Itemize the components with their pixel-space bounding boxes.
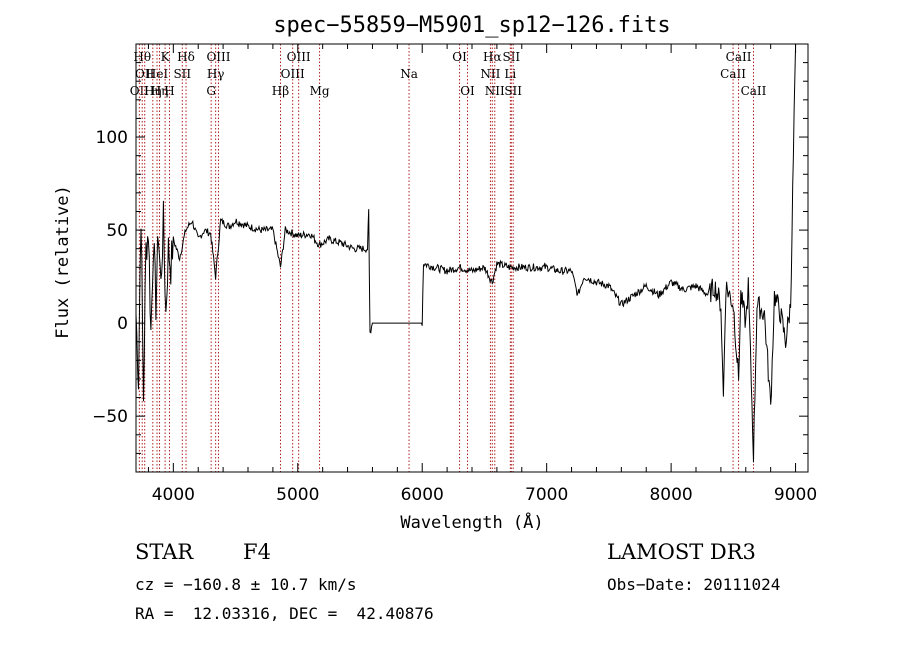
ra-dec-coordinates: RA = 12.03316, DEC = 42.40876 (135, 604, 434, 623)
spectral-line-markers: OIIHθOIIHηHeIHηKHSIIHδGHγOIIIHβOIIIOIIIM… (130, 44, 767, 472)
spectral-line-label: Li (504, 67, 516, 81)
spectral-line-label: SII (173, 67, 191, 81)
spectral-line-label: OIII (287, 50, 311, 64)
survey-name: LAMOST DR3 (607, 540, 756, 564)
spectral-line-label: SII (504, 84, 522, 98)
y-tick-label: 100 (96, 128, 128, 148)
x-tick-label: 5000 (276, 485, 319, 505)
observation-date: Obs−Date: 20111024 (607, 575, 781, 594)
x-axis-label: Wavelength (Å) (400, 511, 543, 533)
spectral-line-label: Hβ (272, 84, 289, 98)
y-axis-ticks: −50 0 50 100 (92, 62, 808, 454)
spectral-line-label: Hα (483, 50, 502, 64)
y-tick-label: 0 (117, 314, 128, 334)
plot-frame (135, 43, 809, 473)
spectral-line-label: OIII (281, 67, 305, 81)
spectral-line-label: Hγ (207, 67, 225, 81)
spectral-line-label: HeI (146, 67, 169, 81)
spectral-line-label: Hδ (177, 50, 195, 64)
spectral-line-label: K (161, 50, 171, 64)
spectral-line-label: CaII (726, 50, 752, 64)
spectral-line-label: Na (400, 67, 418, 81)
spectral-line-label: NII (480, 67, 500, 81)
x-axis-ticks: 4000 5000 6000 7000 8000 9000 (147, 44, 817, 505)
y-tick-label: −50 (92, 407, 128, 427)
spectral-line-label: OII (135, 67, 155, 81)
spectral-line-label: Mg (310, 84, 330, 98)
spectral-line-label: OI (460, 84, 475, 98)
x-tick-label: 4000 (152, 485, 195, 505)
spectral-line-label: CaII (720, 67, 746, 81)
x-tick-label: 6000 (401, 485, 444, 505)
x-tick-label: 9000 (774, 485, 817, 505)
x-tick-label: 8000 (649, 485, 692, 505)
x-tick-label: 7000 (525, 485, 568, 505)
spectral-line-label: OIII (206, 50, 230, 64)
spectral-line-label: SII (502, 50, 520, 64)
spectral-line-label: Hθ (133, 50, 151, 64)
spectral-line-label: H (164, 84, 174, 98)
spectral-line-label: OI (452, 50, 467, 64)
chart-title: spec−55859−M5901_sp12−126.fits (273, 13, 670, 38)
spectral-line-label: Hη (151, 84, 169, 98)
redshift-cz: cz = −160.8 ± 10.7 km/s (135, 575, 357, 594)
y-tick-label: 50 (106, 221, 128, 241)
spectral-line-label: G (206, 84, 216, 98)
spectral-line-label: NII (485, 84, 505, 98)
spectral-line-label: CaII (741, 84, 767, 98)
object-subclass: F4 (243, 540, 271, 564)
spectrum-line (135, 43, 797, 463)
y-axis-label: Flux (relative) (53, 185, 73, 339)
object-class: STAR (135, 540, 194, 564)
